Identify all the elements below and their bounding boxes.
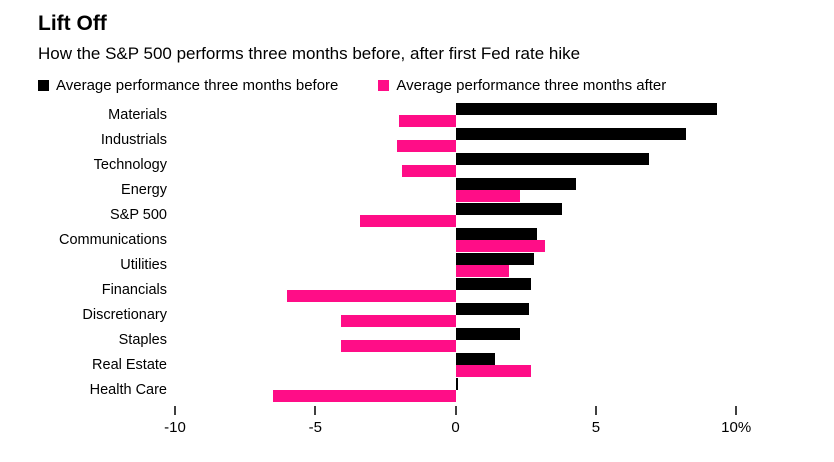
x-axis-ticks: -10 -5 0 5 10%: [164, 403, 753, 443]
legend-swatch-icon: [378, 79, 390, 91]
bar-chart: Materials Industrials Technology Energy S&P …: [38, 102, 798, 443]
row-bars: [175, 377, 753, 402]
bar-before-discretionary: [455, 302, 529, 315]
chart-container: Lift Off How the S&P 500 performs three …: [38, 12, 798, 443]
bar-before-utilities: [455, 252, 535, 265]
category-label: Materials: [108, 106, 167, 123]
row-bars: [175, 202, 753, 227]
bar-before-staples: [455, 327, 521, 340]
chart-row-utilities: Utilities: [38, 252, 798, 277]
x-tick-mark: [735, 405, 738, 415]
x-tick-mark: [454, 405, 457, 415]
category-label: Staples: [118, 331, 167, 348]
category-label: Financials: [101, 281, 167, 298]
category-label: Energy: [121, 181, 167, 198]
chart-row-staples: Staples: [38, 327, 798, 352]
bar-after-technology: [402, 164, 456, 177]
row-bars: [175, 102, 753, 127]
row-bars: [175, 327, 753, 352]
chart-row-financials: Financials: [38, 277, 798, 302]
category-label: Communications: [59, 231, 167, 248]
bar-before-health-care: [455, 377, 459, 390]
bar-after-energy: [455, 189, 521, 202]
axis-spacer: [38, 403, 167, 443]
row-bars: [175, 352, 753, 377]
x-axis: -10 -5 0 5 10%: [38, 403, 798, 443]
row-bars: [175, 177, 753, 202]
bar-after-communications: [455, 239, 546, 252]
bar-before-real-estate: [455, 352, 495, 365]
x-tick-label: 10%: [721, 418, 752, 436]
legend-label: Average performance three months after: [396, 76, 667, 94]
chart-row-materials: Materials: [38, 102, 798, 127]
chart-row-s-p-500: S&P 500: [38, 202, 798, 227]
category-label: Health Care: [89, 381, 167, 398]
x-tick-mark: [314, 405, 317, 415]
category-label: Utilities: [120, 256, 167, 273]
legend: Average performance three months before A…: [38, 77, 798, 94]
category-label: Industrials: [100, 131, 167, 148]
x-tick-label: 0: [451, 418, 460, 436]
row-bars: [175, 152, 753, 177]
bar-after-materials: [399, 114, 456, 127]
chart-title: Lift Off: [38, 12, 107, 35]
bar-before-s-p-500: [455, 202, 563, 215]
bar-before-financials: [455, 277, 532, 290]
row-bars: [175, 227, 753, 252]
bar-before-industrials: [455, 127, 686, 140]
legend-item-before: Average performance three months before: [38, 77, 338, 94]
row-bars: [175, 277, 753, 302]
legend-label: Average performance three months before: [56, 76, 339, 94]
bar-after-discretionary: [340, 314, 456, 327]
category-label: Real Estate: [92, 356, 167, 373]
chart-row-technology: Technology: [38, 152, 798, 177]
x-tick-mark: [174, 405, 176, 415]
bar-before-technology: [455, 152, 650, 165]
legend-swatch-icon: [38, 79, 49, 91]
row-bars: [175, 252, 753, 277]
bar-after-real-estate: [455, 364, 532, 377]
row-bars: [175, 127, 753, 152]
chart-row-energy: Energy: [38, 177, 798, 202]
bar-after-financials: [287, 289, 456, 302]
category-label: Discretionary: [82, 306, 167, 323]
x-tick-mark: [594, 405, 597, 415]
legend-item-after: Average performance three months after: [378, 77, 666, 94]
bar-before-communications: [455, 227, 537, 240]
bar-before-energy: [455, 177, 577, 190]
chart-row-industrials: Industrials: [38, 127, 798, 152]
chart-row-discretionary: Discretionary: [38, 302, 798, 327]
x-tick-label: -10: [164, 418, 186, 436]
chart-row-real-estate: Real Estate: [38, 352, 798, 377]
bar-after-utilities: [455, 264, 509, 277]
row-bars: [175, 302, 753, 327]
category-label: S&P 500: [110, 206, 167, 223]
chart-row-health-care: Health Care: [38, 377, 798, 402]
category-label: Technology: [93, 156, 167, 173]
bar-after-s-p-500: [360, 214, 456, 227]
bar-after-industrials: [396, 139, 456, 152]
x-tick-label: -5: [308, 418, 322, 436]
bar-after-health-care: [273, 389, 456, 402]
chart-subtitle: How the S&P 500 performs three months be…: [38, 44, 581, 64]
chart-row-communications: Communications: [38, 227, 798, 252]
x-tick-label: 5: [591, 418, 601, 436]
bar-before-materials: [455, 102, 717, 115]
bar-after-staples: [340, 339, 456, 352]
